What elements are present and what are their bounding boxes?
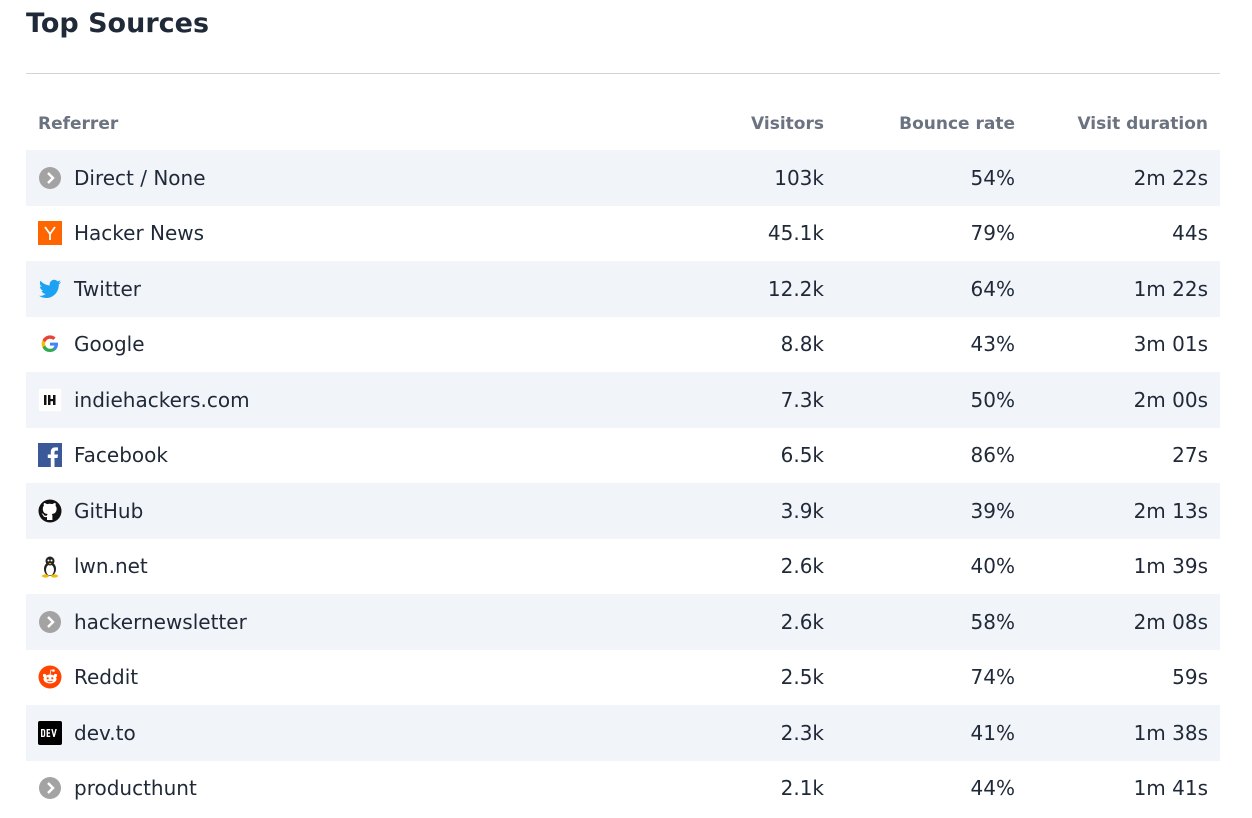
referrer-name: Google <box>74 332 145 357</box>
bounce-rate-cell: 64% <box>970 276 1015 301</box>
bounce-rate-cell: 50% <box>970 387 1015 412</box>
table-row: Direct / None 103k 54% 2m 22s <box>26 150 1220 206</box>
referrer-cell: producthunt <box>26 776 654 800</box>
bounce-rate-cell: 44% <box>970 776 1015 801</box>
visitors-cell: 12.2k <box>767 276 824 301</box>
visit-duration-cell: 2m 13s <box>1133 498 1208 523</box>
visit-duration-cell: 3m 01s <box>1133 332 1208 357</box>
divider <box>26 73 1220 74</box>
table-row: producthunt 2.1k 44% 1m 41s <box>26 761 1220 817</box>
source-icon <box>38 221 62 246</box>
column-header: Bounce rate <box>899 113 1015 134</box>
visitors-cell: 2.1k <box>780 776 824 801</box>
visitors-cell: 2.6k <box>780 609 824 634</box>
referrer-name: Hacker News <box>74 221 205 246</box>
table-row: Twitter 12.2k 64% 1m 22s <box>26 261 1220 317</box>
visit-duration-cell: 2m 00s <box>1133 387 1208 412</box>
referrer-name: Twitter <box>74 276 142 301</box>
source-icon <box>39 279 61 298</box>
column-header: Visit duration <box>1077 113 1208 134</box>
table-row: Facebook 6.5k 86% 27s <box>26 428 1220 484</box>
visitors-cell: 8.8k <box>780 332 824 357</box>
referrer-name: Facebook <box>74 443 168 468</box>
bounce-rate-cell: 39% <box>970 498 1015 523</box>
source-icon <box>41 335 58 353</box>
visitors-cell: 2.6k <box>780 554 824 579</box>
visit-duration-cell: 2m 22s <box>1133 165 1208 190</box>
table-row: Reddit 2.5k 74% 59s <box>26 650 1220 706</box>
source-icon <box>38 665 62 689</box>
source-icon <box>39 166 61 189</box>
bounce-rate-cell: 58% <box>970 609 1015 634</box>
bounce-rate-cell: 40% <box>970 554 1015 579</box>
referrer-name: Direct / None <box>74 165 206 190</box>
visitors-cell: 6.5k <box>780 443 824 468</box>
table-row: GitHub 3.9k 39% 2m 13s <box>26 483 1220 539</box>
referrer-cell: Facebook <box>26 443 654 468</box>
table: Referrer Visitors Bounce rate Visit dura… <box>26 97 1220 816</box>
referrer-name: GitHub <box>74 498 144 523</box>
visit-duration-cell: 2m 08s <box>1133 609 1208 634</box>
referrer-cell: Google <box>26 332 654 356</box>
visit-duration-cell: 1m 39s <box>1133 554 1208 579</box>
referrer-name: hackernewsletter <box>74 609 247 634</box>
table-row: Google 8.8k 43% 3m 01s <box>26 317 1220 373</box>
referrer-name: dev.to <box>74 720 136 745</box>
bounce-rate-cell: 54% <box>970 165 1015 190</box>
visitors-cell: 7.3k <box>780 387 824 412</box>
bounce-rate-cell: 43% <box>970 332 1015 357</box>
visitors-cell: 103k <box>774 165 824 190</box>
source-icon <box>38 499 62 523</box>
source-icon <box>38 443 62 468</box>
referrer-cell: Twitter <box>26 277 654 301</box>
bounce-rate-cell: 79% <box>970 221 1015 246</box>
bounce-rate-cell: 86% <box>970 443 1015 468</box>
visitors-cell: 3.9k <box>780 498 824 523</box>
visit-duration-cell: 1m 22s <box>1133 276 1208 301</box>
bounce-rate-cell: 74% <box>970 665 1015 690</box>
title: Top Sources <box>26 8 210 39</box>
column-header: Referrer <box>38 113 119 134</box>
referrer-cell: Direct / None <box>26 166 654 190</box>
source-icon <box>38 720 62 745</box>
visit-duration-cell: 1m 41s <box>1133 776 1208 801</box>
visit-duration-cell: 59s <box>1172 665 1208 690</box>
visit-duration-cell: 44s <box>1172 221 1208 246</box>
bounce-rate-cell: 41% <box>970 720 1015 745</box>
source-icon <box>38 387 62 412</box>
referrer-name: Reddit <box>74 665 139 690</box>
visit-duration-cell: 1m 38s <box>1133 720 1208 745</box>
referrer-cell: Hacker News <box>26 221 654 246</box>
referrer-cell: indiehackers.com <box>26 387 654 412</box>
visitors-cell: 2.5k <box>780 665 824 690</box>
table-row: Hacker News 45.1k 79% 44s <box>26 206 1220 262</box>
table-row: lwn.net 2.6k 40% 1m 39s <box>26 539 1220 595</box>
referrer-cell: GitHub <box>26 499 654 523</box>
source-icon <box>39 777 61 800</box>
referrer-name: indiehackers.com <box>74 387 250 412</box>
referrer-name: lwn.net <box>74 554 148 579</box>
table-row: hackernewsletter 2.6k 58% 2m 08s <box>26 594 1220 650</box>
table-row: dev.to 2.3k 41% 1m 38s <box>26 705 1220 761</box>
referrer-cell: lwn.net <box>26 554 654 578</box>
referrer-cell: dev.to <box>26 720 654 745</box>
referrer-name: producthunt <box>74 776 197 801</box>
visit-duration-cell: 27s <box>1172 443 1208 468</box>
table-row: indiehackers.com 7.3k 50% 2m 00s <box>26 372 1220 428</box>
source-icon <box>39 610 61 633</box>
referrer-cell: Reddit <box>26 665 654 689</box>
visitors-cell: 2.3k <box>780 720 824 745</box>
header-row: Referrer Visitors Bounce rate Visit dura… <box>26 97 1220 150</box>
referrer-cell: hackernewsletter <box>26 610 654 634</box>
source-icon <box>42 556 58 578</box>
visitors-cell: 45.1k <box>767 221 824 246</box>
column-header: Visitors <box>751 113 824 134</box>
